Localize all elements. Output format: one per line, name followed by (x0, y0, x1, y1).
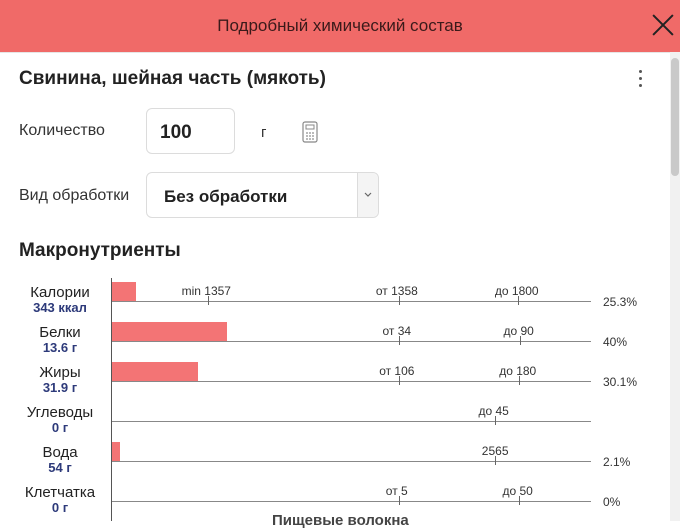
nutrient-name: Вода (42, 444, 78, 461)
nutrient-percent: 2.1% (603, 455, 631, 469)
nutrient-scale-line (112, 381, 591, 382)
scale-tick (520, 336, 521, 345)
processing-select[interactable]: Без обработки (146, 172, 379, 218)
scale-tick (399, 376, 400, 385)
scale-tick (399, 336, 400, 345)
close-icon[interactable] (650, 12, 676, 38)
processing-value: Без обработки (164, 187, 288, 206)
nutrient-name: Углеводы (26, 404, 94, 421)
scale-label: 2565 (481, 444, 509, 458)
scale-tick (399, 496, 400, 505)
divider (0, 52, 670, 53)
nutrient-scale-line (112, 461, 591, 462)
nutrient-percent: 0% (603, 495, 621, 509)
scale-tick (519, 376, 520, 385)
chart-axis (111, 278, 112, 521)
nutrient-value: 343 ккал (33, 300, 87, 315)
scale-label: от 106 (379, 364, 415, 378)
nutrient-scale-line (112, 301, 591, 302)
scale-tick (495, 416, 496, 425)
nutrient-bar (112, 362, 198, 382)
nutrient-percent: 40% (603, 335, 628, 349)
processing-label: Вид обработки (19, 187, 130, 204)
nutrient-name: Белки (39, 324, 81, 341)
scale-tick (518, 296, 519, 305)
nutrient-value: 31.9 г (42, 380, 78, 395)
macronutrients-title: Макронутриенты (19, 240, 181, 261)
scale-label: до 180 (499, 364, 537, 378)
scale-tick (519, 496, 520, 505)
scale-label: min 1357 (181, 284, 231, 298)
chevron-down-icon[interactable] (357, 173, 378, 217)
scale-label: от 34 (382, 324, 412, 338)
scale-label: от 5 (385, 484, 408, 498)
quantity-input[interactable]: 100 (146, 108, 235, 154)
scale-label: до 50 (502, 484, 533, 498)
scale-tick (208, 296, 209, 305)
scale-label: до 1800 (494, 284, 539, 298)
calculator-icon[interactable] (302, 121, 318, 143)
nutrient-scale-line (112, 421, 591, 422)
food-name: Свинина, шейная часть (мякоть) (19, 68, 326, 89)
quantity-label: Количество (19, 122, 105, 139)
scale-tick (399, 296, 400, 305)
nutrient-scale-line (112, 341, 591, 342)
scrollbar-track[interactable] (670, 52, 680, 521)
nutrient-bar (112, 442, 120, 462)
nutrient-name: Клетчатка (24, 484, 96, 501)
nutrient-bar (112, 322, 227, 342)
dialog-header: Подробный химический состав (0, 0, 680, 52)
scale-tick (495, 456, 496, 465)
scale-label: до 45 (478, 404, 509, 418)
scrollbar-thumb[interactable] (671, 58, 679, 176)
nutrient-percent: 30.1% (603, 375, 638, 389)
nutrient-bar (112, 282, 136, 302)
nutrient-name: Калории (30, 284, 90, 301)
scale-label: от 1358 (375, 284, 418, 298)
nutrient-value: 0 г (51, 420, 69, 435)
nutrient-percent: 25.3% (603, 295, 638, 309)
nutrient-value: 0 г (51, 500, 69, 515)
nutrient-name: Жиры (39, 364, 81, 381)
scale-label: до 90 (503, 324, 534, 338)
more-vertical-icon[interactable] (636, 68, 646, 90)
quantity-unit: г (261, 124, 267, 141)
nutrient-scale-line (112, 501, 591, 502)
nutrient-value: 54 г (48, 460, 72, 475)
nutrient-value: 13.6 г (42, 340, 78, 355)
dialog-title: Подробный химический состав (217, 16, 463, 35)
